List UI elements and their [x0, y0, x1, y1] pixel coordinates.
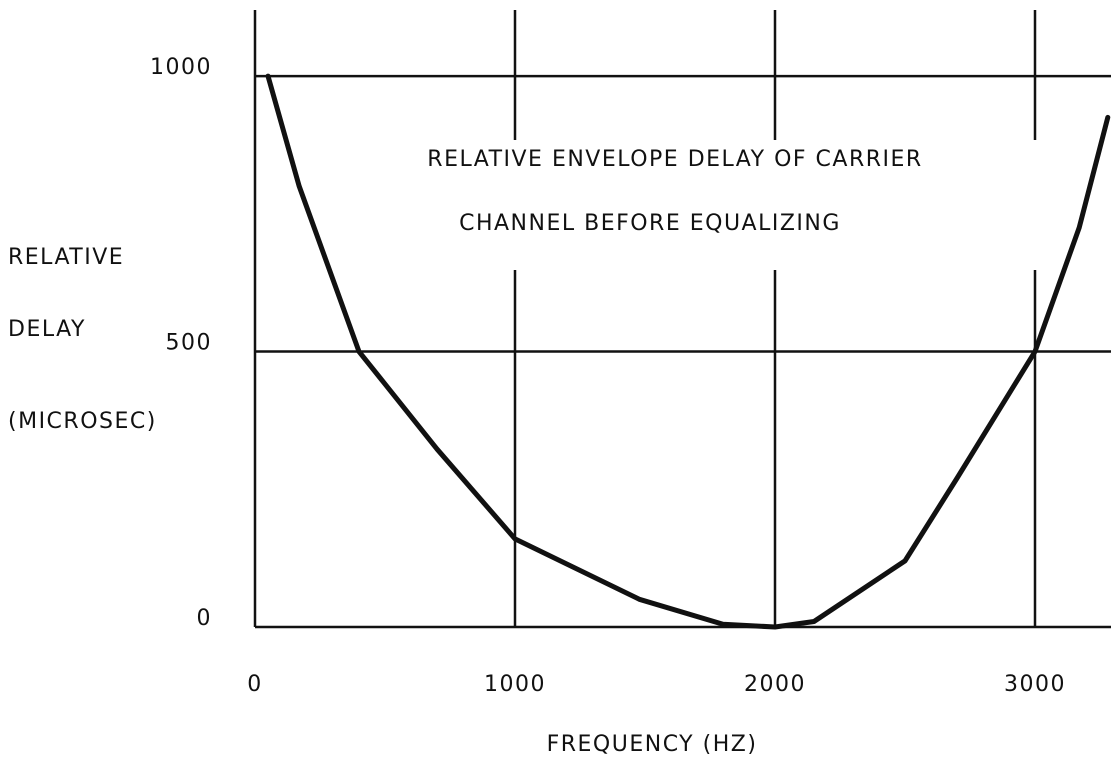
y-axis-label: (MICROSEC) — [8, 409, 157, 434]
annotation-background — [330, 140, 1050, 270]
x-tick-label: 2000 — [744, 672, 806, 697]
x-tick-label: 1000 — [484, 672, 546, 697]
x-axis-label: FREQUENCY (HZ) — [547, 732, 758, 757]
annotation: CHANNEL BEFORE EQUALIZING — [459, 211, 841, 236]
data-line — [265, 73, 1111, 630]
x-tick-label: 0 — [247, 672, 263, 697]
y-tick-label: 1000 — [150, 55, 212, 80]
x-tick-label: 3000 — [1004, 672, 1066, 697]
y-tick-label: 0 — [197, 606, 213, 631]
annotation: RELATIVE ENVELOPE DELAY OF CARRIER — [427, 147, 922, 172]
y-axis-label: RELATIVE — [8, 245, 124, 270]
y-axis-label: DELAY — [8, 317, 86, 342]
y-tick-label: 500 — [166, 331, 213, 356]
